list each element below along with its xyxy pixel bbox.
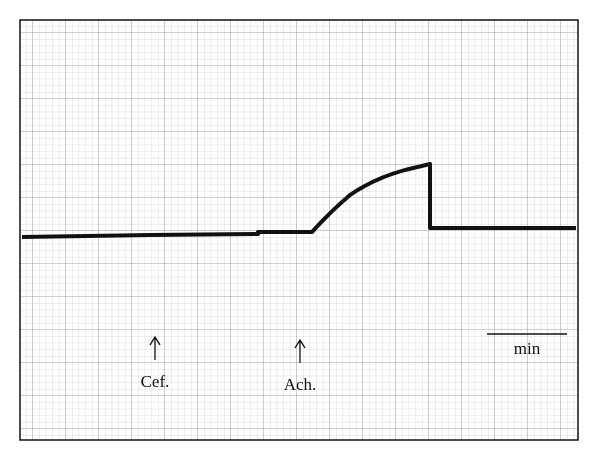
ach-marker: Ach.	[284, 338, 317, 394]
trace	[21, 162, 576, 239]
scale-label: min	[514, 339, 541, 358]
frame	[19, 19, 579, 441]
annotation-label: Cef.	[141, 372, 170, 391]
cef-marker: Cef.	[141, 335, 170, 391]
scale-bar: min	[487, 333, 567, 358]
annotation-label: Ach.	[284, 375, 317, 394]
arrow	[294, 338, 306, 363]
arrow	[149, 335, 161, 360]
